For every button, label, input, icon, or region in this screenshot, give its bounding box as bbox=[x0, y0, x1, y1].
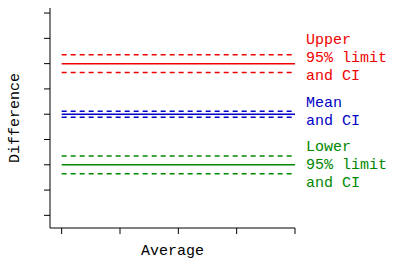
html-text:Mean: Mean bbox=[306, 95, 342, 112]
html-text:and CI: and CI bbox=[306, 68, 360, 85]
html-text:Lower: Lower bbox=[306, 139, 351, 156]
html-text:95% limit: 95% limit bbox=[306, 157, 387, 174]
svg-text:Average: Average bbox=[141, 243, 204, 260]
html-text:and CI: and CI bbox=[306, 113, 360, 130]
svg-text:Difference: Difference bbox=[8, 73, 24, 163]
html-text:and CI: and CI bbox=[306, 175, 360, 192]
html-text:Upper: Upper bbox=[306, 32, 351, 49]
html-text:95% limit: 95% limit bbox=[306, 50, 387, 67]
